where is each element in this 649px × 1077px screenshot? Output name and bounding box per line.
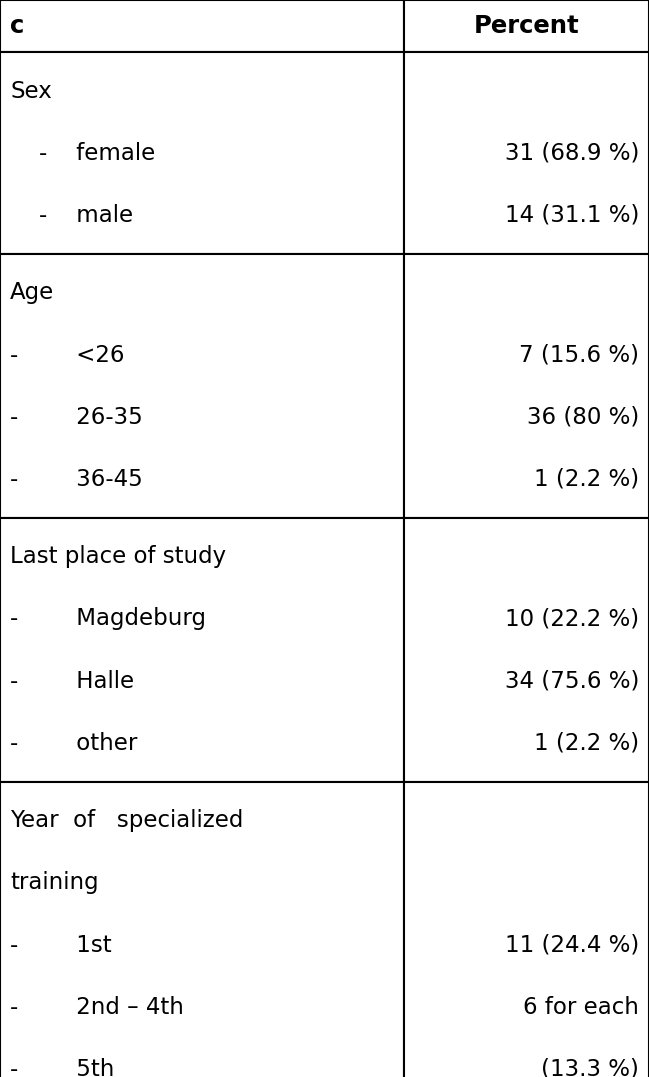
Text: 7 (15.6 %): 7 (15.6 %) [519,344,639,366]
Bar [0,782,404,1077]
Text: 10 (22.2 %): 10 (22.2 %) [505,607,639,630]
Text: Year  of   specialized: Year of specialized [10,810,243,833]
Text: -        other: - other [10,731,138,755]
Text: -        1st: - 1st [10,934,112,956]
Text: Percent: Percent [474,14,580,38]
Text: -    female: - female [10,141,155,165]
Text: 14 (31.1 %): 14 (31.1 %) [505,204,639,226]
Bar [0,0,404,52]
Text: (13.3 %): (13.3 %) [541,1058,639,1077]
Text: -        Magdeburg: - Magdeburg [10,607,206,630]
Text: Age: Age [10,281,55,305]
Text: 6 for each: 6 for each [523,995,639,1019]
Bar [404,782,649,1077]
Bar [0,52,404,254]
Text: 1 (2.2 %): 1 (2.2 %) [534,731,639,755]
Bar [0,254,404,518]
Bar [404,0,649,52]
Text: training: training [10,871,99,895]
Text: 34 (75.6 %): 34 (75.6 %) [505,670,639,693]
Text: -        2nd – 4th: - 2nd – 4th [10,995,184,1019]
Text: Sex: Sex [10,80,52,102]
Text: -        26-35: - 26-35 [10,406,143,429]
Text: -        36-45: - 36-45 [10,467,143,490]
Text: Last place of study: Last place of study [10,545,226,569]
Text: 31 (68.9 %): 31 (68.9 %) [505,141,639,165]
Text: 1 (2.2 %): 1 (2.2 %) [534,467,639,490]
Bar [0,518,404,782]
Bar [404,52,649,254]
Text: 11 (24.4 %): 11 (24.4 %) [505,934,639,956]
Text: -        Halle: - Halle [10,670,134,693]
Bar [404,254,649,518]
Text: -        <26: - <26 [10,344,125,366]
Text: 36 (80 %): 36 (80 %) [527,406,639,429]
Text: -    male: - male [10,204,133,226]
Bar [404,518,649,782]
Text: c: c [10,14,24,38]
Text: -        5th: - 5th [10,1058,114,1077]
